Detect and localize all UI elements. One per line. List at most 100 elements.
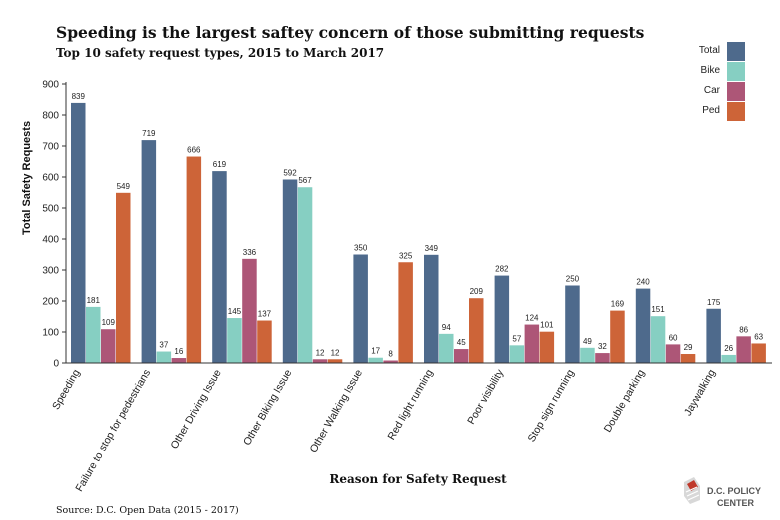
legend-label: Car [704, 85, 721, 96]
data-label: 86 [739, 325, 748, 334]
data-label: 169 [611, 300, 625, 309]
bar-bike [439, 333, 454, 363]
data-label: 32 [598, 342, 607, 351]
bar-bike [86, 306, 101, 363]
bar-bike [156, 351, 172, 363]
data-label: 209 [470, 287, 484, 296]
y-axis: 0 100 200 300 400 500 600 700 800 900 [42, 80, 67, 370]
bar-car [524, 324, 540, 363]
bar-total [706, 308, 721, 363]
bar-total [424, 254, 439, 363]
x-tick-label: Poor visibility [465, 367, 506, 427]
bar-car [101, 329, 116, 363]
data-label: 26 [724, 344, 733, 353]
data-label: 549 [117, 182, 131, 191]
bar-total [141, 140, 157, 363]
y-tick-label: 400 [42, 235, 59, 246]
bar-ped [257, 320, 272, 363]
bar-bike [227, 318, 242, 363]
data-label: 17 [371, 347, 380, 356]
data-label: 16 [174, 347, 183, 356]
legend-swatch [727, 42, 745, 61]
data-label: 94 [442, 323, 451, 332]
data-label: 567 [298, 176, 312, 185]
y-tick-label: 600 [42, 173, 59, 184]
data-label: 8 [388, 350, 393, 359]
bar-ped [610, 310, 625, 363]
data-label: 619 [213, 160, 227, 169]
x-tick-label: Stop sign running [526, 367, 577, 444]
bar-group: 250 49 32 169 [565, 275, 625, 363]
x-tick-label: Failure to stop for pedestrians [73, 368, 153, 494]
x-axis-title: Reason for Safety Request [329, 472, 507, 486]
chart-subtitle: Top 10 safety request types, 2015 to Mar… [56, 46, 384, 60]
x-tick-label: Other Biking Issue [241, 367, 294, 447]
legend-item-total: Total [699, 42, 745, 61]
source-note: Source: D.C. Open Data (2015 - 2017) [56, 505, 239, 516]
y-tick-label: 300 [42, 266, 59, 277]
bars: 839 181 109 549 719 37 16 666 619 145 336 137 592567… [71, 92, 766, 363]
bar-car [383, 360, 398, 363]
legend-item-bike: Bike [701, 62, 745, 81]
data-label: 181 [87, 296, 101, 305]
bar-car [595, 353, 610, 363]
bar-ped [539, 331, 555, 363]
x-tick-label: Jaywalking [682, 367, 718, 418]
x-tick-label: Speeding [50, 367, 83, 412]
bar-total [212, 171, 227, 363]
bar-ped [186, 156, 202, 363]
data-label: 240 [636, 278, 650, 287]
y-tick-label: 100 [42, 328, 59, 339]
bar-total [635, 288, 651, 363]
legend-item-car: Car [704, 82, 745, 101]
data-label: 137 [258, 310, 272, 319]
data-label: 350 [354, 244, 368, 253]
bar-bike [721, 354, 736, 363]
x-tick-label: Double parking [602, 367, 648, 434]
data-label: 124 [525, 314, 539, 323]
legend-item-ped: Ped [702, 102, 745, 121]
data-label: 109 [102, 318, 116, 327]
x-tick-label: Red light running [386, 367, 436, 442]
bar-car [665, 344, 681, 363]
logo-text-line2: CENTER [717, 498, 755, 508]
data-label: 336 [243, 248, 257, 257]
chart-title: Speeding is the largest saftey concern o… [56, 23, 645, 42]
y-tick-label: 200 [42, 297, 59, 308]
bar-group: 839 181 109 549 [71, 92, 131, 363]
data-label: 12 [331, 348, 340, 357]
logo-text-line1: D.C. POLICY [707, 486, 761, 496]
y-tick-label: 800 [42, 111, 59, 122]
data-label: 49 [583, 337, 592, 346]
bar-group: 719 37 16 666 [141, 129, 202, 363]
data-label: 37 [159, 341, 168, 350]
data-label: 175 [707, 298, 721, 307]
bar-ped [680, 354, 696, 363]
bar-bike [509, 345, 525, 363]
y-tick-label: 900 [42, 80, 59, 91]
bar-total [282, 179, 298, 363]
bar-ped [751, 343, 766, 363]
dc-policy-center-logo: D.C. POLICY CENTER [684, 477, 761, 508]
legend-swatch [727, 82, 745, 101]
x-tick-label: Other Driving Issue [168, 367, 223, 451]
bar-bike [650, 316, 666, 363]
data-label: 282 [495, 265, 509, 274]
data-label: 325 [399, 251, 413, 260]
bar-car [454, 349, 469, 363]
bar-car [171, 358, 187, 363]
data-label: 29 [684, 343, 693, 352]
bar-bike [580, 347, 595, 363]
bar-total [71, 102, 86, 363]
bar-ped [398, 262, 413, 363]
bar-ped [327, 359, 343, 363]
bar-group: 350 17 8 325 [353, 244, 413, 363]
legend-label: Total [699, 45, 720, 56]
data-label: 151 [651, 305, 665, 314]
bar-ped [116, 192, 131, 363]
logo-mark-icon [684, 477, 700, 504]
data-label: 12 [316, 348, 325, 357]
bar-total [565, 285, 580, 363]
legend-swatch [727, 62, 745, 81]
